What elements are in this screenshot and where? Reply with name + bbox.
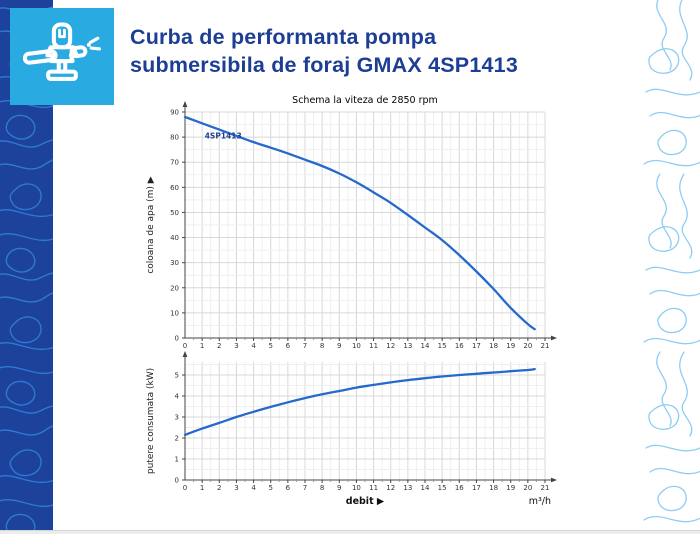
svg-text:15: 15 — [438, 484, 447, 492]
svg-text:4: 4 — [251, 484, 256, 492]
svg-text:3: 3 — [234, 484, 238, 492]
svg-text:21: 21 — [541, 342, 550, 350]
svg-text:70: 70 — [170, 159, 179, 167]
svg-text:90: 90 — [170, 109, 179, 117]
tick-labels: 0 1 2 3 4 5 6 7 8 9 10 11 12 13 14 15 16 17 18 19 20 21010203… — [170, 109, 549, 351]
svg-text:3: 3 — [175, 414, 179, 422]
svg-text:19: 19 — [506, 484, 515, 492]
page-bottom-edge — [0, 530, 700, 534]
svg-text:9: 9 — [337, 342, 341, 350]
svg-text:1: 1 — [175, 456, 179, 464]
svg-text:1: 1 — [200, 484, 204, 492]
svg-text:9: 9 — [337, 484, 341, 492]
svg-text:19: 19 — [506, 342, 515, 350]
svg-text:17: 17 — [472, 342, 481, 350]
chart-1: 0 1 2 3 4 5 6 7 8 9 10 11 12 13 14 15 16 17 18 19 20 21012345… — [146, 351, 557, 507]
series-label: 4SP1413 — [205, 131, 242, 140]
head-curve — [183, 115, 536, 331]
svg-text:13: 13 — [403, 342, 412, 350]
svg-text:3: 3 — [234, 342, 238, 350]
svg-text:20: 20 — [523, 484, 532, 492]
svg-text:4: 4 — [251, 342, 256, 350]
svg-text:11: 11 — [369, 484, 378, 492]
svg-text:20: 20 — [523, 342, 532, 350]
svg-text:10: 10 — [352, 342, 361, 350]
chart-title: Schema la viteza de 2850 rpm — [292, 95, 438, 106]
chart-0: 0 1 2 3 4 5 6 7 8 9 10 11 12 13 14 15 16 17 18 19 20 21010203… — [146, 95, 557, 350]
svg-text:2: 2 — [217, 342, 221, 350]
svg-text:2: 2 — [175, 435, 179, 443]
svg-text:0: 0 — [183, 342, 187, 350]
svg-text:8: 8 — [320, 484, 324, 492]
svg-text:0: 0 — [175, 477, 179, 485]
topo-pattern-right — [643, 0, 700, 523]
power-curve — [183, 367, 536, 437]
svg-text:50: 50 — [170, 209, 179, 217]
y-axis-title: putere consumata (kW) — [146, 368, 156, 474]
x-axis-unit: m³/h — [529, 496, 551, 507]
svg-text:17: 17 — [472, 484, 481, 492]
sprinkler-icon — [23, 21, 101, 81]
svg-text:6: 6 — [286, 484, 291, 492]
svg-text:16: 16 — [455, 342, 464, 350]
svg-text:13: 13 — [403, 484, 412, 492]
svg-text:8: 8 — [320, 342, 324, 350]
svg-text:15: 15 — [438, 342, 447, 350]
page-title: Curba de performanta pompa submersibila … — [130, 25, 518, 77]
svg-text:7: 7 — [303, 484, 307, 492]
svg-text:21: 21 — [541, 484, 550, 492]
svg-text:40: 40 — [170, 234, 179, 242]
svg-text:18: 18 — [489, 484, 498, 492]
svg-text:6: 6 — [286, 342, 291, 350]
svg-text:30: 30 — [170, 259, 179, 267]
svg-text:18: 18 — [489, 342, 498, 350]
svg-text:5: 5 — [268, 484, 272, 492]
svg-text:16: 16 — [455, 484, 464, 492]
svg-text:14: 14 — [421, 342, 430, 350]
axes — [182, 101, 557, 341]
svg-text:2: 2 — [217, 484, 221, 492]
svg-text:10: 10 — [352, 484, 361, 492]
svg-text:11: 11 — [369, 342, 378, 350]
svg-text:12: 12 — [386, 342, 395, 350]
svg-text:14: 14 — [421, 484, 430, 492]
svg-text:12: 12 — [386, 484, 395, 492]
svg-text:7: 7 — [303, 342, 307, 350]
svg-text:5: 5 — [268, 342, 272, 350]
brand-tile — [10, 8, 114, 105]
svg-text:4: 4 — [175, 393, 180, 401]
svg-text:20: 20 — [170, 284, 179, 292]
svg-text:60: 60 — [170, 184, 179, 192]
x-axis-title: debit ▶ — [346, 496, 385, 507]
grid — [185, 111, 546, 338]
svg-text:0: 0 — [183, 484, 187, 492]
grid — [185, 362, 546, 480]
svg-text:5: 5 — [175, 372, 179, 380]
svg-text:10: 10 — [170, 309, 179, 317]
svg-text:80: 80 — [170, 134, 179, 142]
svg-text:1: 1 — [200, 342, 204, 350]
performance-charts: 0 1 2 3 4 5 6 7 8 9 10 11 12 13 14 15 16 17 18 19 20 21010203… — [146, 95, 557, 507]
svg-text:0: 0 — [175, 335, 179, 343]
y-axis-title: coloana de apa (m) ▶ — [146, 176, 156, 273]
